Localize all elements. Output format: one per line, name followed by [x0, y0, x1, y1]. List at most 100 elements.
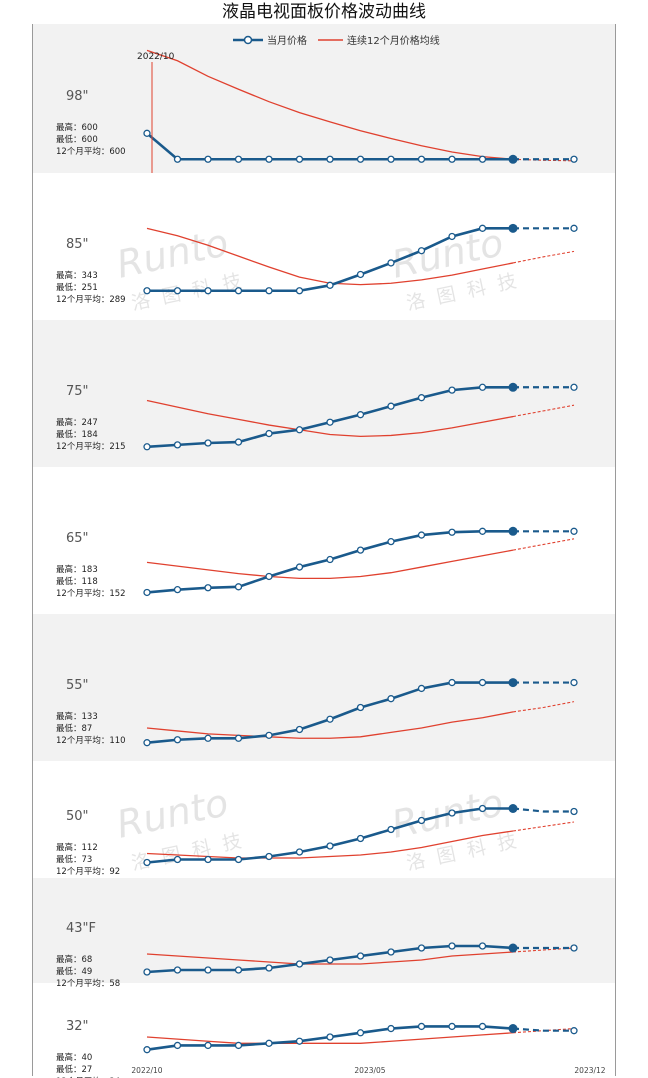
page-title: 液晶电视面板价格波动曲线: [222, 2, 426, 22]
current-price-point: [570, 807, 578, 816]
panel-avg12-label: 12个月平均：92: [56, 866, 120, 877]
current-price-point: [387, 825, 395, 834]
current-price-point: [326, 281, 334, 289]
avg-line: [146, 549, 514, 580]
avg-line: [146, 399, 514, 438]
current-price-point: [234, 1041, 243, 1050]
current-price-point: [570, 383, 578, 391]
current-price-point: [265, 155, 273, 163]
current-price-point: [570, 1027, 578, 1035]
legend-current-marker: [243, 35, 253, 45]
panel-size-label: 32": [66, 1019, 89, 1034]
avg-line: [146, 1032, 514, 1044]
current-price-point: [448, 809, 456, 817]
current-price-point: [448, 1022, 456, 1031]
current-price-point: [448, 386, 456, 394]
current-price-point: [417, 1022, 426, 1031]
current-price-point: [356, 546, 365, 554]
panel-size-label: 55": [66, 678, 89, 693]
panel-low-label: 最低：600: [56, 134, 98, 145]
current-price-point: [478, 678, 487, 687]
current-price-point: [265, 1039, 273, 1047]
current-price-point: [387, 948, 395, 956]
panel-high-label: 最高：600: [56, 122, 98, 133]
current-price-point: [173, 155, 182, 163]
current-price-point: [478, 804, 487, 813]
current-price-point: [265, 287, 273, 295]
panel-size-label: 43"F: [66, 921, 96, 936]
current-price-point: [265, 964, 273, 972]
panel-size-label: 85": [66, 237, 89, 252]
current-price-point: [234, 287, 243, 295]
current-price-point: [417, 684, 426, 693]
current-price-point: [265, 429, 273, 438]
current-price-point: [326, 842, 334, 850]
current-price-point: [204, 439, 212, 447]
legend-current-label: 当月价格: [267, 34, 307, 47]
current-price-point: [387, 259, 395, 267]
panel-avg12-label: 12个月平均：289: [56, 294, 126, 305]
current-price-point: [143, 968, 151, 976]
current-price-point: [417, 944, 426, 952]
current-price-point: [265, 852, 273, 861]
avg-line-forecast: [512, 250, 575, 264]
current-price-point: [204, 855, 212, 864]
current-price-point: [417, 247, 426, 255]
current-price-point: [508, 526, 518, 536]
current-price-point: [143, 739, 151, 747]
current-price-point: [173, 855, 182, 864]
current-price-point: [143, 1046, 151, 1054]
current-price-point: [173, 441, 182, 449]
current-price-point: [173, 585, 182, 594]
current-price-point: [265, 731, 273, 739]
current-price-point: [478, 942, 487, 950]
current-price-point: [508, 223, 518, 233]
current-price-point: [326, 555, 334, 564]
panel-band: [33, 173, 615, 320]
panel-low-label: 最低：73: [56, 854, 92, 865]
current-price-point: [508, 1024, 518, 1034]
current-price-point: [387, 537, 395, 546]
current-price-point: [570, 155, 578, 163]
current-price-point: [143, 129, 151, 137]
current-price-point: [204, 584, 212, 592]
current-price-point: [448, 942, 456, 950]
current-price-point: [204, 966, 212, 974]
current-price-point: [478, 1022, 487, 1031]
current-price-point: [295, 1037, 304, 1045]
current-price-point: [417, 155, 426, 163]
panel-high-label: 最高：183: [56, 564, 98, 575]
panel-avg12-label: 12个月平均：58: [56, 978, 120, 989]
current-price-point: [204, 287, 212, 295]
current-price-point: [234, 438, 243, 446]
current-price-point: [417, 531, 426, 539]
panel-low-label: 最低：184: [56, 429, 98, 440]
x-tick-label: 2022/10: [131, 1066, 162, 1075]
current-price-point: [570, 678, 578, 687]
current-price-point: [508, 804, 518, 813]
current-price-point: [478, 155, 487, 163]
current-price-point: [295, 426, 304, 434]
current-price-point: [356, 834, 365, 843]
panel-high-label: 最高：40: [56, 1052, 92, 1063]
current-price-point: [387, 1024, 395, 1033]
current-price-point: [356, 952, 365, 960]
panel-band: [33, 467, 615, 614]
current-price-point: [356, 703, 365, 712]
current-price-point: [234, 583, 243, 591]
panel-size-label: 98": [66, 89, 89, 104]
current-price-point: [570, 944, 578, 952]
current-price-point: [387, 695, 395, 703]
current-price-forecast: [512, 1027, 574, 1032]
current-price-point: [508, 154, 518, 164]
current-price-point: [234, 155, 243, 163]
panel-high-label: 最高：68: [56, 954, 92, 965]
avg-line: [146, 951, 514, 965]
avg-line-forecast: [512, 404, 575, 418]
current-price-point: [143, 287, 151, 295]
panel-high-label: 最高：133: [56, 711, 98, 722]
current-price-point: [478, 224, 487, 232]
panel-band: [33, 320, 615, 467]
current-price-point: [326, 418, 334, 426]
